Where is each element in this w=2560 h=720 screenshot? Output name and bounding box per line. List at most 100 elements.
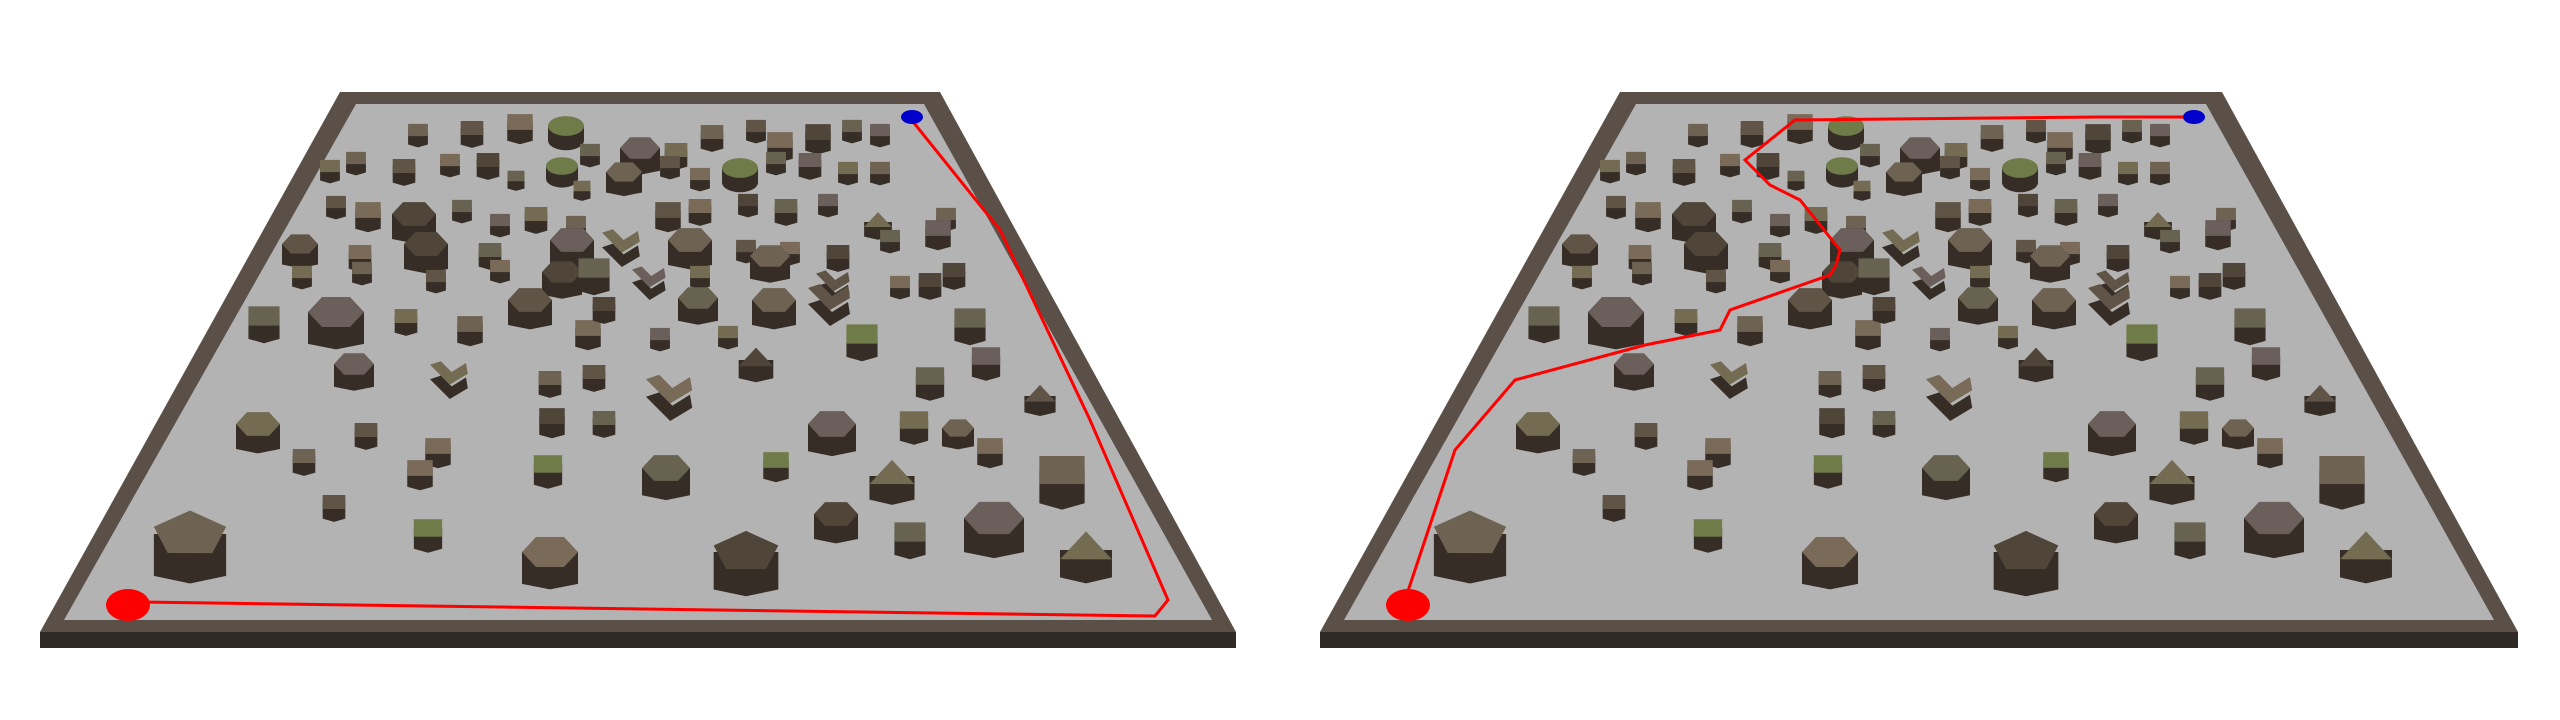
- obstacle-block: [1756, 152, 1780, 180]
- obstacle-block: [1770, 259, 1790, 284]
- obstacle-block: [971, 347, 1001, 381]
- obstacle-block: [690, 167, 710, 192]
- obstacle-block: [870, 161, 890, 186]
- obstacle-block: [1940, 155, 1960, 180]
- obstacle-block: [1968, 198, 1992, 226]
- obstacle-block: [524, 206, 548, 234]
- obstacle-block: [236, 412, 280, 454]
- environment-panel-left: [40, 92, 1236, 648]
- obstacle-block: [346, 151, 366, 176]
- obstacle-block: [718, 325, 738, 350]
- obstacle-block: [292, 448, 316, 476]
- obstacle-block: [1828, 116, 1864, 151]
- obstacle-block: [1039, 455, 1085, 510]
- obstacle-block: [738, 347, 774, 383]
- obstacle-block: [942, 262, 966, 290]
- obstacle-block: [1912, 266, 1946, 300]
- start-marker-right: [1386, 589, 1430, 621]
- obstacle-block: [722, 158, 758, 193]
- environment-panel-right: [1320, 92, 2518, 648]
- obstacle-block: [2002, 158, 2038, 193]
- obstacle-block: [690, 265, 710, 290]
- obstacle-block: [392, 202, 436, 244]
- obstacle-block: [2174, 522, 2206, 560]
- obstacle-block: [870, 123, 890, 148]
- obstacle-block: [2026, 119, 2046, 144]
- obstacle-block: [1788, 288, 1832, 330]
- obstacle-block: [678, 287, 718, 325]
- obstacle-block: [320, 159, 340, 184]
- obstacle-block: [2222, 262, 2246, 290]
- obstacle-block: [805, 124, 831, 155]
- obstacle-block: [1872, 410, 1896, 438]
- obstacle-block: [2018, 193, 2038, 218]
- obstacle-block: [766, 151, 786, 176]
- obstacle-block: [2170, 275, 2190, 300]
- obstacle-block: [1826, 157, 1858, 188]
- obstacle-block: [1922, 455, 1970, 501]
- obstacle-block: [2094, 502, 2138, 544]
- obstacle-block: [1819, 408, 1845, 439]
- obstacle-block: [1572, 448, 1596, 476]
- obstacle-block: [1758, 242, 1782, 270]
- obstacle-block: [1802, 536, 1858, 590]
- obstacle-block: [1632, 261, 1652, 286]
- obstacle-block: [1998, 325, 2018, 350]
- obstacle-block: [632, 266, 666, 300]
- obstacle-block: [814, 502, 858, 544]
- obstacle-block: [1935, 202, 1961, 233]
- obstacle-block: [1822, 261, 1862, 299]
- obstacle-block: [826, 244, 850, 272]
- obstacle-block: [1024, 384, 1056, 416]
- obstacle-block: [1853, 180, 1871, 201]
- obstacle-block: [522, 536, 578, 590]
- obstacle-block: [1926, 374, 1973, 421]
- obstacle-block: [713, 530, 779, 597]
- obstacle-block: [2234, 308, 2266, 346]
- obstacle-block: [1862, 364, 1886, 392]
- obstacle-block: [1860, 143, 1880, 168]
- obstacle-field-left: [153, 114, 1112, 597]
- obstacle-block: [592, 410, 616, 438]
- obstacle-block: [1684, 232, 1728, 274]
- obstacle-block: [890, 275, 910, 300]
- obstacle-block: [668, 228, 712, 270]
- obstacle-block: [452, 199, 472, 224]
- obstacle-block: [354, 422, 378, 450]
- obstacle-block: [1732, 199, 1752, 224]
- obstacle-block: [750, 245, 790, 283]
- obstacle-block: [460, 120, 484, 148]
- obstacle-block: [1993, 530, 2059, 597]
- obstacle-block: [1562, 234, 1598, 269]
- obstacle-block: [476, 152, 500, 180]
- obstacle-block: [426, 269, 446, 294]
- obstacle-block: [660, 155, 680, 180]
- obstacle-block: [838, 161, 858, 186]
- obstacle-block: [1588, 296, 1644, 350]
- obstacle-block: [1740, 120, 1764, 148]
- obstacle-block: [153, 510, 227, 584]
- obstacle-block: [1674, 308, 1698, 336]
- obstacle-block: [808, 284, 850, 326]
- obstacle-block: [413, 519, 443, 553]
- obstacle-block: [507, 114, 533, 145]
- obstacle-block: [1572, 265, 1592, 290]
- obstacle-block: [326, 195, 346, 220]
- obstacle-block: [282, 234, 318, 269]
- obstacle-block: [2304, 384, 2336, 416]
- obstacle-block: [1787, 114, 1813, 145]
- obstacle-block: [1818, 370, 1842, 398]
- obstacle-block: [2150, 123, 2170, 148]
- goal-marker-left: [901, 110, 923, 124]
- obstacle-block: [752, 288, 796, 330]
- obstacle-block: [539, 408, 565, 439]
- obstacle-block: [1060, 531, 1112, 584]
- obstacle-block: [1600, 159, 1620, 184]
- obstacle-block: [573, 180, 591, 201]
- obstacle-block: [1606, 195, 1626, 220]
- obstacle-block: [2244, 501, 2304, 559]
- obstacle-block: [1770, 213, 1790, 238]
- obstacle-block: [646, 374, 693, 421]
- obstacle-block: [2160, 229, 2180, 254]
